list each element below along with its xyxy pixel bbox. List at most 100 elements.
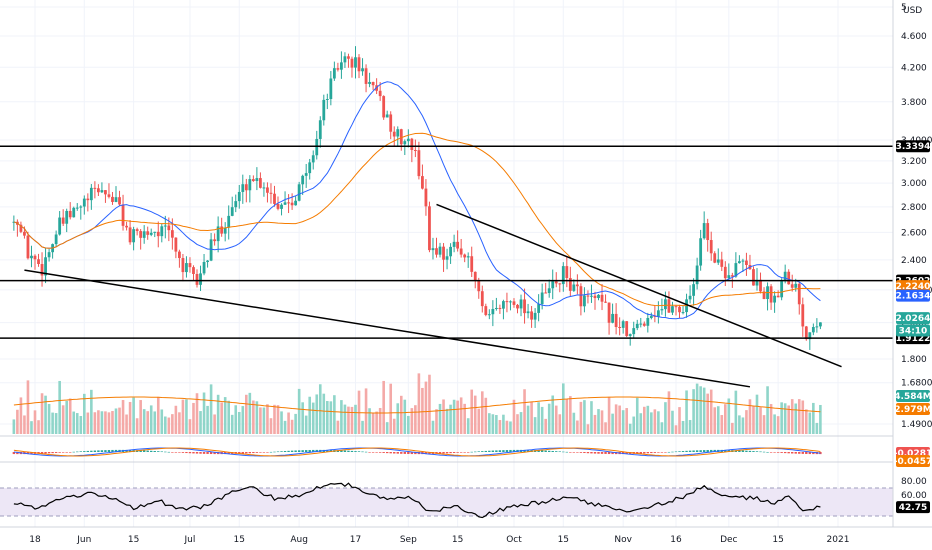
macd-histogram-bar	[86, 450, 90, 452]
macd-histogram-bar	[350, 450, 354, 452]
volume-bar	[561, 383, 565, 434]
candle-body	[266, 187, 269, 193]
candle-body	[671, 306, 674, 313]
volume-bar	[93, 412, 97, 434]
volume-bar	[181, 399, 185, 434]
candle-body	[26, 235, 30, 259]
macd-histogram-bar	[336, 450, 340, 452]
volume-bar	[399, 395, 403, 434]
volume-bar	[308, 396, 312, 434]
volume-bar	[206, 405, 209, 434]
volume-bar	[449, 404, 452, 434]
volume-bar	[812, 402, 815, 434]
macd-histogram-bar	[456, 452, 459, 453]
candle-body	[794, 283, 798, 288]
candle-body	[354, 57, 357, 68]
candle-body	[787, 271, 791, 285]
macd-histogram-bar	[548, 450, 551, 452]
macd-histogram-bar	[128, 449, 132, 452]
volume-bar	[790, 399, 794, 434]
macd-histogram-bar	[576, 452, 579, 453]
trendline	[24, 269, 751, 388]
volume-bar	[322, 393, 326, 434]
candle-body	[192, 267, 195, 275]
macd-histogram-bar	[755, 451, 759, 452]
candle-body	[590, 295, 593, 297]
volume-bar	[347, 406, 350, 434]
macd-histogram-bar	[442, 452, 445, 454]
volume-bar	[551, 395, 555, 434]
volume-bar	[378, 407, 382, 434]
volume-bar	[75, 413, 79, 434]
candle-body	[780, 281, 784, 298]
time-tick-label: 15	[452, 535, 463, 545]
candle-body	[537, 304, 541, 313]
volume-bar	[220, 402, 223, 434]
candle-body	[273, 193, 276, 204]
candle-body	[600, 294, 604, 302]
trendline	[436, 203, 842, 368]
candle-body	[406, 138, 410, 142]
price-tick-label: 4.200	[901, 63, 927, 73]
macd-histogram-bar	[185, 452, 188, 454]
volume-bar	[368, 408, 371, 434]
macd-histogram-bar	[702, 450, 706, 452]
macd-histogram-bar	[40, 452, 44, 454]
volume-bar	[297, 388, 301, 434]
price-tick-label: 2.600	[901, 228, 927, 238]
candle-body	[530, 311, 533, 320]
volume-bar	[657, 411, 660, 434]
volume-bar	[681, 420, 685, 434]
volume-bar	[667, 391, 671, 434]
macd-badge: -0.0281	[894, 449, 932, 459]
time-tick-label: 15	[558, 535, 569, 545]
candle-body	[484, 306, 488, 315]
volume-bar	[79, 416, 83, 434]
volume-bar	[512, 399, 516, 434]
candle-body	[428, 206, 431, 251]
candle-body	[385, 114, 389, 118]
candle-body	[533, 312, 537, 320]
volume-bar	[33, 410, 37, 434]
macd-histogram-bar	[160, 451, 163, 453]
volume-bar	[248, 392, 252, 434]
macd-histogram-bar	[537, 450, 540, 452]
candle-body	[783, 271, 787, 282]
moving-averages	[13, 81, 821, 320]
candle-body	[410, 138, 414, 150]
macd-histogram-bar	[262, 452, 266, 453]
macd-histogram-bar	[343, 450, 347, 452]
candle-body	[332, 68, 336, 79]
macd-histogram-bar	[287, 450, 290, 452]
macd-histogram-bar	[47, 452, 51, 454]
macd-histogram-bar	[572, 452, 576, 453]
candle-body	[149, 232, 153, 235]
volume-bar	[495, 415, 498, 434]
macd-histogram-bar	[30, 452, 33, 454]
candle-body	[554, 281, 558, 284]
macd-histogram-bar	[146, 450, 149, 452]
macd-histogram-bar	[752, 451, 755, 452]
ma-20-line	[13, 81, 821, 320]
macd-histogram-bar	[738, 450, 741, 452]
volume-bar	[505, 420, 509, 434]
candle-body	[160, 226, 164, 237]
candle-body	[547, 288, 551, 294]
candle-body	[93, 187, 97, 189]
volume-bar	[83, 393, 86, 434]
macd-histogram-bar	[301, 450, 304, 452]
candle-body	[456, 241, 460, 249]
candle-body	[100, 190, 104, 193]
macd-histogram-bar	[586, 452, 590, 454]
volume-bar	[502, 414, 505, 434]
macd-histogram-bar	[195, 452, 199, 454]
volume-bar	[227, 400, 231, 434]
macd-histogram-bar	[773, 452, 776, 453]
time-tick-label: Aug	[290, 535, 308, 545]
candle-body	[491, 308, 495, 315]
candle-body	[505, 301, 509, 303]
candle-body	[519, 299, 523, 309]
volume-bar	[178, 412, 181, 434]
macd-histogram-bar	[153, 451, 156, 452]
